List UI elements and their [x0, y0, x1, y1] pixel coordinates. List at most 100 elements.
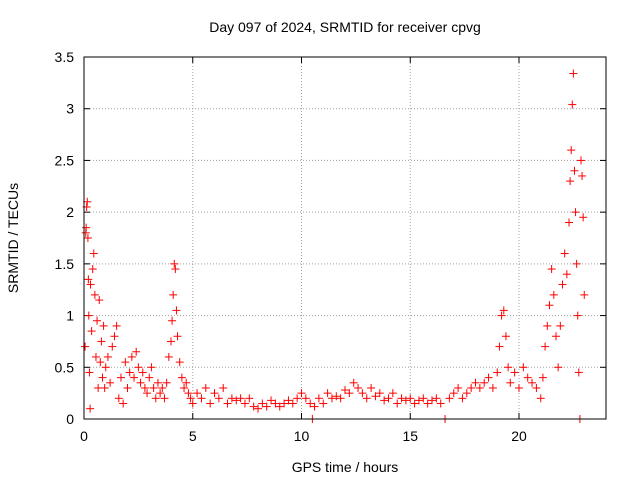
- chart-title: Day 097 of 2024, SRMTID for receiver cpv…: [209, 19, 481, 35]
- data-point: [358, 389, 367, 398]
- data-point: [570, 166, 579, 175]
- data-point: [458, 394, 467, 403]
- data-point: [147, 363, 156, 372]
- data-point: [345, 389, 354, 398]
- data-point: [551, 332, 560, 341]
- data-point: [367, 383, 376, 392]
- data-point: [90, 290, 99, 299]
- data-point: [210, 389, 219, 398]
- data-point: [410, 399, 419, 408]
- data-point: [297, 389, 306, 398]
- data-point: [504, 363, 513, 372]
- data-point: [543, 321, 552, 330]
- data-point: [538, 373, 547, 382]
- x-tick-label: 20: [511, 428, 527, 444]
- data-point: [169, 290, 178, 299]
- data-point: [475, 383, 484, 392]
- data-point: [388, 389, 397, 398]
- data-point: [186, 394, 195, 403]
- data-point: [419, 394, 428, 403]
- data-point: [100, 383, 109, 392]
- data-point: [97, 337, 106, 346]
- data-point: [227, 394, 236, 403]
- data-point: [549, 290, 558, 299]
- data-point: [380, 396, 389, 405]
- y-tick-label: 3: [66, 101, 74, 117]
- data-point: [566, 177, 575, 186]
- y-tick-label: 2.5: [55, 152, 75, 168]
- data-point: [375, 389, 384, 398]
- plot-frame: [83, 56, 607, 420]
- data-point: [114, 394, 123, 403]
- data-point: [140, 383, 149, 392]
- data-point: [84, 275, 93, 284]
- data-point: [547, 265, 556, 274]
- data-point: [484, 373, 493, 382]
- data-point: [249, 402, 258, 411]
- data-point: [354, 383, 363, 392]
- data-point: [560, 249, 569, 258]
- y-tick-label: 1.5: [55, 256, 75, 272]
- data-point: [164, 352, 173, 361]
- data-point: [319, 399, 328, 408]
- data-point: [262, 402, 271, 411]
- data-point: [125, 368, 134, 377]
- data-point: [214, 394, 223, 403]
- data-point: [232, 396, 241, 405]
- data-point: [201, 383, 210, 392]
- x-axis-label: GPS time / hours: [292, 459, 399, 475]
- data-point: [123, 383, 132, 392]
- data-point: [127, 352, 136, 361]
- data-point: [310, 402, 319, 411]
- data-point: [197, 394, 206, 403]
- data-point: [510, 368, 519, 377]
- y-tick-label: 3.5: [55, 49, 75, 65]
- data-point: [254, 404, 262, 413]
- data-point: [85, 368, 94, 377]
- data-point: [149, 383, 158, 392]
- grid-lines: [84, 57, 606, 419]
- data-point: [136, 378, 145, 387]
- data-point: [81, 342, 90, 351]
- data-point: [449, 389, 458, 398]
- data-point: [506, 378, 515, 387]
- data-point: [314, 394, 323, 403]
- data-point: [499, 306, 508, 315]
- data-point: [236, 394, 245, 403]
- data-point: [471, 378, 480, 387]
- data-point: [108, 342, 117, 351]
- y-axis-label: SRMTID / TECUs: [5, 183, 21, 293]
- data-point: [86, 280, 95, 289]
- data-point: [371, 392, 380, 401]
- data-point: [293, 394, 302, 403]
- data-point: [206, 399, 215, 408]
- data-point: [580, 290, 589, 299]
- data-point: [362, 394, 371, 403]
- data-point: [576, 156, 585, 165]
- data-point: [306, 399, 315, 408]
- data-point: [219, 383, 228, 392]
- data-point: [519, 363, 528, 372]
- y-tick-label: 1: [66, 308, 74, 324]
- data-point: [436, 399, 445, 408]
- data-point: [143, 389, 152, 398]
- data-point: [87, 327, 96, 336]
- data-point: [267, 396, 276, 405]
- data-point: [280, 399, 289, 408]
- data-point: [414, 396, 423, 405]
- data-point: [571, 208, 580, 217]
- data-point: [245, 394, 254, 403]
- data-point: [545, 301, 554, 310]
- data-point: [556, 321, 565, 330]
- data-point: [501, 332, 510, 341]
- data-point: [384, 394, 393, 403]
- data-point: [153, 378, 162, 387]
- data-point: [116, 373, 125, 382]
- data-point: [98, 373, 107, 382]
- data-point: [495, 342, 504, 351]
- x-tick-label: 10: [294, 428, 310, 444]
- data-point: [89, 249, 98, 258]
- data-points: [81, 69, 589, 423]
- data-point: [223, 399, 232, 408]
